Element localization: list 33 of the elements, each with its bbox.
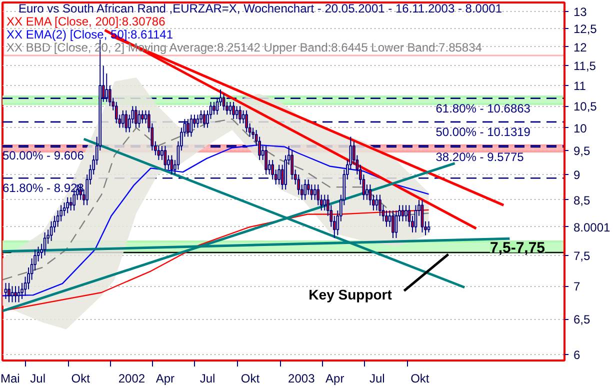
y-tick-label: 13: [574, 4, 588, 19]
annotation: 38.20% - 9.5775: [436, 150, 524, 164]
annotation: Key Support: [308, 286, 392, 302]
x-tick-label: Jul: [369, 372, 385, 386]
x-tick-label: 2002: [118, 372, 146, 386]
x-tick-label: 2003: [288, 372, 316, 386]
y-tick-label: 12,5: [574, 22, 598, 36]
y-tick-label: 8.0001: [574, 220, 611, 234]
text: XX EMA [Close, 200]:8.30786: [6, 14, 166, 28]
x-tick-label: Apr: [326, 372, 344, 386]
x-tick-label: Jul: [30, 372, 46, 386]
y-tick-label: 10,5: [574, 100, 598, 114]
annotation: 50.00% - 10.1319: [436, 124, 531, 139]
y-tick-label: 11,5: [574, 59, 596, 74]
chart-title: Euro vs South African Rand ,EURZAR=X, Wochenchart - 20.05.2001 - 16.11.2003 - 8.0001: [18, 2, 502, 16]
band-label: 7,5-7,75: [490, 240, 546, 257]
x-tick-label: Okt: [410, 372, 430, 386]
x-tick-label: Jul: [200, 372, 216, 386]
x-tick-label: Okt: [71, 372, 91, 386]
y-tick-label: 7,5: [574, 248, 591, 263]
y-tick-label: 9,5: [574, 144, 591, 158]
x-tick-label: Apr: [156, 372, 175, 386]
annotation: 61.80% - 10.6863: [436, 101, 531, 116]
x-tick-label: Mai: [0, 372, 20, 386]
y-tick-label: 6,5: [574, 312, 591, 327]
y-tick-label: 11: [574, 78, 586, 93]
y-tick-label: 9: [574, 168, 580, 182]
y-tick-label: 7: [574, 280, 580, 294]
y-tick-label: 8,5: [574, 193, 591, 208]
y-tick-label: 10: [574, 121, 588, 136]
x-tick-label: Okt: [240, 372, 260, 386]
y-tick-label: 12: [574, 40, 588, 54]
y-tick-label: 6: [574, 348, 580, 362]
